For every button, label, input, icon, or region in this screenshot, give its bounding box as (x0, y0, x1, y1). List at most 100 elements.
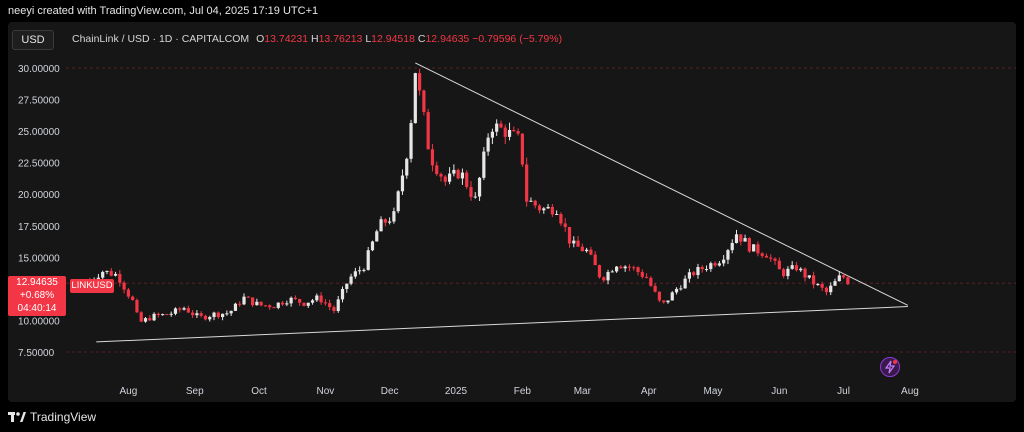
candle-body (687, 272, 692, 279)
candle-body (186, 308, 190, 313)
candle-body (409, 123, 413, 159)
candle-body (362, 269, 366, 271)
y-tick-label: 10.00000 (18, 316, 60, 327)
candle-body (709, 263, 713, 270)
candle-body (790, 265, 794, 269)
candle-body (602, 277, 606, 281)
candle-body (392, 211, 396, 222)
candle-body (820, 284, 824, 288)
candle-body (666, 300, 670, 303)
candle-body (649, 277, 653, 286)
candle-body (769, 257, 773, 259)
candle-body (173, 308, 178, 314)
candle-body (482, 151, 486, 178)
footer-brand: TradingView (30, 410, 97, 424)
candle-body (96, 277, 101, 280)
candle-body (345, 283, 349, 289)
candle-body (118, 273, 122, 283)
candle-body (580, 246, 584, 252)
candle-body (696, 266, 700, 276)
candle-body (220, 313, 225, 318)
candle-body (730, 243, 734, 251)
candle-body (533, 200, 537, 206)
candle-body (782, 269, 786, 277)
last-price: 12.94635 (16, 277, 58, 288)
candle-body (760, 253, 764, 256)
candle-body (122, 282, 126, 290)
candle-body (336, 299, 340, 311)
last-price-tag: 12.94635 +0.68% 04:40:14 (8, 276, 66, 316)
candle-body (332, 307, 336, 311)
y-tick-label: 30.00000 (18, 64, 60, 75)
candle-body (700, 266, 704, 270)
candle-body (486, 137, 490, 152)
candle-body (657, 291, 662, 301)
candle-body (191, 312, 195, 316)
candle-body (644, 276, 649, 278)
footer: TradingView (8, 408, 96, 426)
x-tick-label: Dec (381, 386, 399, 397)
candle-body (555, 213, 559, 215)
candle-body (799, 268, 803, 271)
candle-body (306, 302, 310, 306)
candle-body (713, 263, 717, 266)
candle-body (298, 299, 302, 303)
candle-body (388, 221, 392, 223)
candle-body (439, 174, 443, 177)
candle-body (426, 112, 430, 150)
candle-body (435, 165, 439, 175)
low-label: L (365, 33, 372, 45)
candle-body (319, 295, 323, 303)
last-change: +0.68% (19, 290, 55, 301)
x-tick-label: Apr (641, 386, 657, 397)
candle-body (413, 73, 417, 124)
candle-body (460, 172, 465, 179)
y-tick-label: 15.00000 (18, 253, 60, 264)
x-tick-label: Oct (251, 386, 267, 397)
candle-body (499, 123, 503, 128)
candle-body (199, 313, 203, 316)
candle-body (525, 164, 529, 202)
candle-body (722, 259, 726, 264)
candle-body (683, 278, 687, 289)
candles (88, 68, 850, 323)
candle-body (328, 303, 332, 308)
candle-body (131, 296, 135, 301)
candle-body (366, 250, 370, 270)
x-tick-label: Jun (771, 386, 787, 397)
candle-body (161, 314, 165, 316)
candle-body (430, 149, 435, 166)
candle-body (268, 305, 272, 308)
candle-body (349, 276, 353, 284)
lightning-icon[interactable] (880, 357, 900, 377)
open-label: O (256, 33, 265, 45)
trendline-lower (96, 306, 908, 343)
candle-body (734, 234, 739, 244)
candle-body (670, 292, 674, 301)
candle-body (126, 289, 130, 297)
candle-body (632, 267, 636, 269)
candle-body (756, 244, 760, 254)
candle-body (619, 266, 623, 269)
currency-button[interactable]: USD (12, 30, 54, 50)
x-tick-label: Nov (316, 386, 334, 397)
candle-body (473, 196, 477, 198)
candle-body (585, 249, 589, 252)
candle-body (358, 270, 362, 272)
candle-body (829, 285, 833, 293)
candle-body (225, 313, 229, 315)
candle-body (422, 90, 426, 113)
candle-body (576, 240, 580, 247)
candle-body (169, 313, 173, 315)
x-tick-label: Jul (837, 386, 850, 397)
credit-text: neeyi created with TradingView.com, Jul … (8, 5, 319, 17)
ohlc-legend: ChainLink / USD · 1D · CAPITALCOM O13.74… (72, 30, 562, 48)
candle-body (692, 272, 696, 276)
candle-body (417, 73, 422, 91)
candle-body (542, 208, 546, 211)
candle-body (242, 296, 246, 305)
candle-body (704, 269, 709, 271)
candle-body (315, 295, 319, 301)
candle-body (456, 169, 460, 179)
